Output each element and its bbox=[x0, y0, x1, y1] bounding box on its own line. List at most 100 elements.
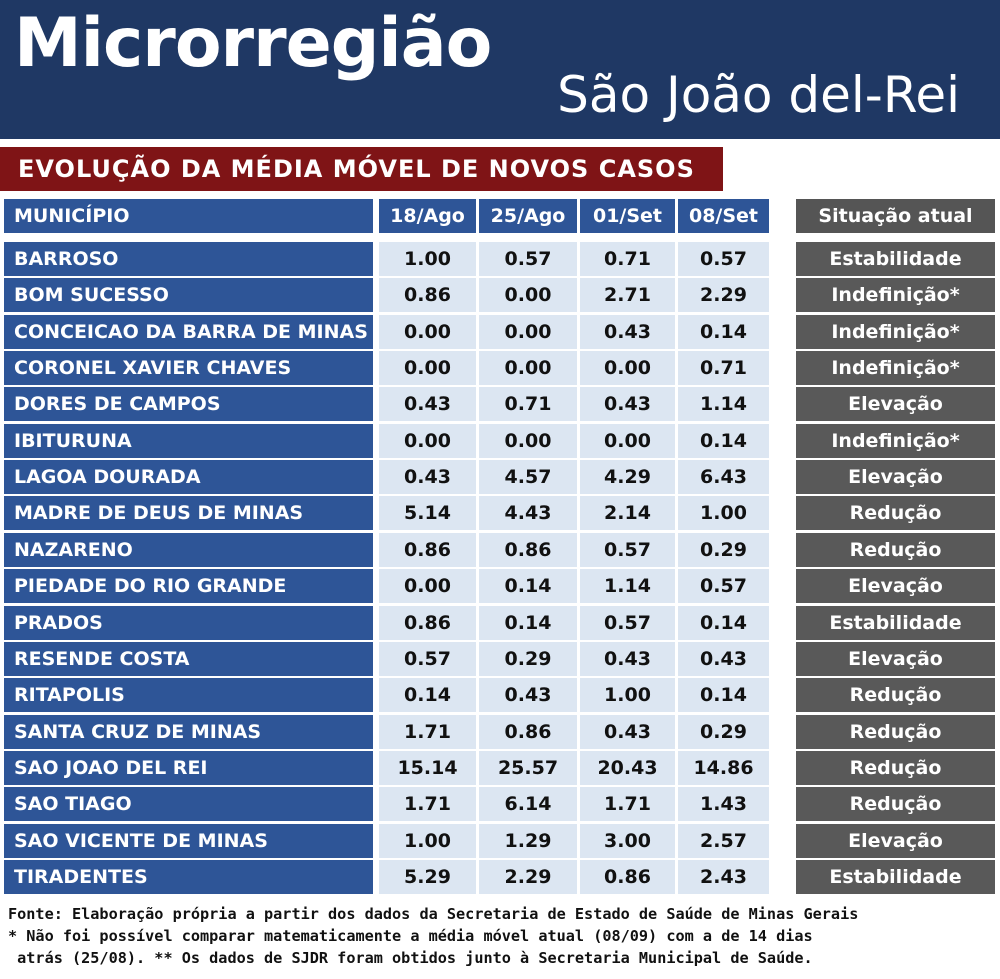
value-cell: 1.71 bbox=[379, 787, 476, 821]
value-cell: 1.00 bbox=[580, 678, 675, 712]
value-cell: 5.29 bbox=[379, 860, 476, 894]
footer-note-2: atrás (25/08). ** Os dados de SJDR foram… bbox=[8, 949, 813, 967]
value-cell: 0.43 bbox=[580, 715, 675, 749]
value-cell: 15.14 bbox=[379, 751, 476, 785]
section-heading: EVOLUÇÃO DA MÉDIA MÓVEL DE NOVOS CASOS bbox=[0, 147, 723, 191]
value-cell: 2.29 bbox=[479, 860, 577, 894]
value-cell: 0.71 bbox=[678, 351, 769, 385]
situacao-cell: Estabilidade bbox=[796, 242, 995, 276]
value-cell: 0.43 bbox=[580, 315, 675, 349]
column-header-situacao: Situação atual bbox=[796, 199, 995, 233]
situacao-cell: Redução bbox=[796, 787, 995, 821]
column-header-date: 08/Set bbox=[678, 199, 769, 233]
value-cell: 0.86 bbox=[379, 278, 476, 312]
value-cell: 1.14 bbox=[678, 387, 769, 421]
value-cell: 25.57 bbox=[479, 751, 577, 785]
municipio-cell: LAGOA DOURADA bbox=[4, 460, 373, 494]
value-cell: 1.29 bbox=[479, 824, 577, 858]
situacao-cell: Elevação bbox=[796, 642, 995, 676]
value-cell: 0.00 bbox=[379, 315, 476, 349]
value-cell: 0.00 bbox=[379, 569, 476, 603]
municipio-cell: SAO JOAO DEL REI bbox=[4, 751, 373, 785]
value-cell: 0.43 bbox=[580, 642, 675, 676]
value-cell: 1.43 bbox=[678, 787, 769, 821]
situacao-cell: Elevação bbox=[796, 824, 995, 858]
value-cell: 2.14 bbox=[580, 496, 675, 530]
situacao-cell: Indefinição* bbox=[796, 315, 995, 349]
value-cell: 1.00 bbox=[379, 242, 476, 276]
value-cell: 1.00 bbox=[678, 496, 769, 530]
value-cell: 0.43 bbox=[678, 642, 769, 676]
value-cell: 0.29 bbox=[678, 533, 769, 567]
value-cell: 0.71 bbox=[580, 242, 675, 276]
situacao-cell: Elevação bbox=[796, 460, 995, 494]
value-cell: 1.71 bbox=[379, 715, 476, 749]
situacao-cell: Elevação bbox=[796, 569, 995, 603]
value-cell: 0.14 bbox=[678, 606, 769, 640]
column-header-date: 18/Ago bbox=[379, 199, 476, 233]
municipio-cell: CORONEL XAVIER CHAVES bbox=[4, 351, 373, 385]
municipio-cell: BARROSO bbox=[4, 242, 373, 276]
situacao-cell: Redução bbox=[796, 751, 995, 785]
municipio-cell: PIEDADE DO RIO GRANDE bbox=[4, 569, 373, 603]
municipio-cell: RITAPOLIS bbox=[4, 678, 373, 712]
footer-source: Fonte: Elaboração própria a partir dos d… bbox=[8, 905, 859, 923]
value-cell: 6.14 bbox=[479, 787, 577, 821]
value-cell: 0.00 bbox=[580, 424, 675, 458]
value-cell: 0.14 bbox=[678, 315, 769, 349]
value-cell: 0.86 bbox=[479, 715, 577, 749]
value-cell: 2.29 bbox=[678, 278, 769, 312]
situacao-cell: Estabilidade bbox=[796, 606, 995, 640]
value-cell: 0.86 bbox=[379, 606, 476, 640]
value-cell: 0.14 bbox=[479, 606, 577, 640]
value-cell: 0.29 bbox=[479, 642, 577, 676]
value-cell: 0.00 bbox=[479, 351, 577, 385]
footer-notes: Fonte: Elaboração própria a partir dos d… bbox=[8, 903, 998, 969]
value-cell: 1.14 bbox=[580, 569, 675, 603]
municipio-cell: BOM SUCESSO bbox=[4, 278, 373, 312]
municipio-cell: SAO VICENTE DE MINAS bbox=[4, 824, 373, 858]
value-cell: 0.43 bbox=[379, 387, 476, 421]
value-cell: 0.14 bbox=[678, 678, 769, 712]
value-cell: 0.57 bbox=[580, 533, 675, 567]
page-title: Microrregião bbox=[14, 4, 492, 83]
header-banner: Microrregião São João del-Rei bbox=[0, 0, 1000, 139]
footer-note-1: * Não foi possível comparar matematicame… bbox=[8, 927, 813, 945]
value-cell: 0.00 bbox=[379, 424, 476, 458]
value-cell: 0.14 bbox=[379, 678, 476, 712]
value-cell: 2.43 bbox=[678, 860, 769, 894]
column-header-date: 25/Ago bbox=[479, 199, 577, 233]
municipio-cell: MADRE DE DEUS DE MINAS bbox=[4, 496, 373, 530]
municipio-cell: SAO TIAGO bbox=[4, 787, 373, 821]
value-cell: 2.57 bbox=[678, 824, 769, 858]
situacao-cell: Indefinição* bbox=[796, 351, 995, 385]
municipio-cell: IBITURUNA bbox=[4, 424, 373, 458]
situacao-cell: Indefinição* bbox=[796, 278, 995, 312]
situacao-cell: Redução bbox=[796, 715, 995, 749]
municipio-cell: TIRADENTES bbox=[4, 860, 373, 894]
value-cell: 6.43 bbox=[678, 460, 769, 494]
value-cell: 0.57 bbox=[379, 642, 476, 676]
value-cell: 0.57 bbox=[678, 242, 769, 276]
situacao-cell: Redução bbox=[796, 533, 995, 567]
situacao-cell: Indefinição* bbox=[796, 424, 995, 458]
value-cell: 5.14 bbox=[379, 496, 476, 530]
value-cell: 4.29 bbox=[580, 460, 675, 494]
municipio-cell: CONCEICAO DA BARRA DE MINAS bbox=[4, 315, 373, 349]
value-cell: 0.43 bbox=[479, 678, 577, 712]
municipio-cell: SANTA CRUZ DE MINAS bbox=[4, 715, 373, 749]
value-cell: 0.00 bbox=[479, 315, 577, 349]
municipio-cell: NAZARENO bbox=[4, 533, 373, 567]
value-cell: 0.14 bbox=[479, 569, 577, 603]
value-cell: 0.57 bbox=[678, 569, 769, 603]
value-cell: 0.29 bbox=[678, 715, 769, 749]
column-header-date: 01/Set bbox=[580, 199, 675, 233]
value-cell: 0.00 bbox=[580, 351, 675, 385]
value-cell: 0.86 bbox=[580, 860, 675, 894]
value-cell: 1.71 bbox=[580, 787, 675, 821]
value-cell: 0.00 bbox=[379, 351, 476, 385]
value-cell: 0.00 bbox=[479, 278, 577, 312]
column-header-municipio: MUNICÍPIO bbox=[4, 199, 373, 233]
value-cell: 14.86 bbox=[678, 751, 769, 785]
municipio-cell: PRADOS bbox=[4, 606, 373, 640]
